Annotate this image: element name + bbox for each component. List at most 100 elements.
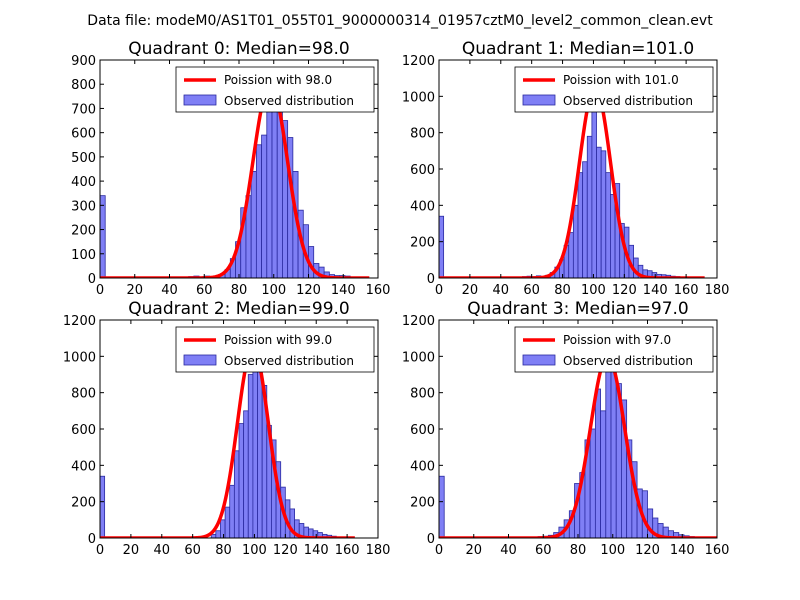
- y-tick-label: 200: [410, 496, 435, 511]
- histogram-bar: [247, 374, 254, 538]
- y-tick-label: 1000: [63, 350, 96, 365]
- x-axis-ticks: 0 20 40 60 80 100 120 140 160 180: [435, 60, 730, 298]
- x-tick-label: 0: [96, 543, 104, 558]
- y-tick-label: 0: [88, 272, 96, 287]
- histogram-bar: [250, 171, 257, 278]
- legend-bar-swatch: [183, 94, 217, 106]
- panel-title: Quadrant 2: Median=99.0: [128, 299, 350, 319]
- histogram-bar: [439, 475, 445, 538]
- x-tick-label: 120: [296, 283, 321, 298]
- x-tick-label: 180: [705, 283, 730, 298]
- y-axis-ticks: 0 200 400 600 800 1000 1200: [63, 314, 378, 547]
- y-axis-ticks: 0 200 400 600 800 1000 1200: [402, 54, 717, 287]
- y-tick-label: 100: [71, 248, 96, 263]
- y-tick-label: 600: [410, 163, 435, 178]
- legend-label-poisson: Poission with 98.0: [224, 73, 332, 87]
- x-tick-label: 60: [196, 283, 213, 298]
- x-tick-label: 20: [462, 283, 479, 298]
- histogram-bar: [224, 506, 231, 538]
- histogram-bar: [610, 194, 616, 278]
- x-tick-label: 100: [600, 543, 625, 558]
- legend-label-observed: Observed distribution: [224, 354, 354, 368]
- figure-title: Data file: modeM0/AS1T01_055T01_90000003…: [87, 13, 713, 29]
- histogram-bar: [586, 135, 593, 278]
- x-tick-label: 100: [261, 283, 286, 298]
- x-tick-label: 20: [123, 543, 140, 558]
- histogram-bar: [600, 410, 607, 538]
- histogram-bar: [238, 423, 245, 538]
- histogram-bar: [100, 475, 106, 538]
- histogram-bar: [243, 410, 249, 538]
- histogram-bar: [215, 530, 221, 538]
- y-tick-label: 500: [71, 151, 96, 166]
- y-tick-label: 1200: [402, 314, 435, 329]
- legend-bar-swatch: [183, 354, 217, 366]
- y-tick-label: 200: [410, 236, 435, 251]
- x-tick-label: 0: [435, 543, 443, 558]
- panel-title: Quadrant 1: Median=101.0: [462, 39, 694, 59]
- y-tick-label: 0: [427, 532, 435, 547]
- histogram-bar: [257, 363, 263, 538]
- poisson-curve: [100, 82, 371, 278]
- histogram-bar: [210, 533, 217, 538]
- histogram-bar: [589, 428, 596, 538]
- histogram-bar: [591, 86, 597, 278]
- histogram-bar: [610, 355, 617, 538]
- y-tick-label: 800: [410, 387, 435, 402]
- legend-label-observed: Observed distribution: [563, 94, 693, 108]
- legend-bar-swatch: [522, 354, 556, 366]
- x-tick-label: 0: [435, 283, 443, 298]
- histogram-bar: [568, 232, 574, 278]
- y-tick-label: 1200: [63, 314, 96, 329]
- x-tick-label: 20: [465, 543, 482, 558]
- y-tick-label: 600: [71, 423, 96, 438]
- y-tick-label: 1000: [402, 90, 435, 105]
- x-tick-label: 80: [554, 283, 571, 298]
- y-tick-label: 400: [410, 199, 435, 214]
- subplots: Quadrant 0: Median=98.0 0 20 40 60 80 100 120 14…: [63, 39, 730, 558]
- x-tick-label: 120: [635, 543, 660, 558]
- histogram-bar: [261, 134, 268, 278]
- x-tick-label: 180: [366, 543, 391, 558]
- histogram-bar: [100, 195, 106, 278]
- x-tick-label: 140: [643, 283, 668, 298]
- y-tick-label: 800: [410, 127, 435, 142]
- histogram-bar: [271, 86, 278, 278]
- y-tick-label: 200: [71, 496, 96, 511]
- x-axis-ticks: 0 20 40 60 80 100 120 140 160 180: [96, 320, 391, 558]
- x-tick-label: 140: [670, 543, 695, 558]
- histogram-bar: [439, 215, 445, 278]
- x-tick-label: 160: [705, 543, 730, 558]
- legend: Poission with 101.0 Observed distribution: [514, 66, 714, 113]
- y-tick-label: 600: [71, 127, 96, 142]
- x-tick-label: 20: [126, 283, 143, 298]
- histogram-bars: [100, 346, 351, 538]
- x-tick-label: 80: [215, 543, 232, 558]
- legend-label-poisson: Poission with 99.0: [224, 333, 332, 347]
- x-tick-label: 140: [304, 543, 329, 558]
- panel-title: Quadrant 3: Median=97.0: [467, 299, 689, 319]
- legend-label-observed: Observed distribution: [224, 94, 354, 108]
- histogram-bar: [594, 388, 601, 538]
- legend-label-poisson: Poission with 97.0: [563, 333, 671, 347]
- legend-label-poisson: Poission with 101.0: [563, 73, 679, 87]
- histogram-bar: [266, 103, 273, 278]
- panel-quadrant-0: Quadrant 0: Median=98.0 0 20 40 60 80 100 120 14…: [71, 39, 390, 298]
- y-tick-label: 0: [427, 272, 435, 287]
- y-tick-label: 800: [71, 78, 96, 93]
- panel-quadrant-3: Quadrant 3: Median=97.0 0 20 40 60 80 100 120 14…: [402, 299, 730, 558]
- x-tick-label: 160: [674, 283, 699, 298]
- y-tick-label: 200: [71, 224, 96, 239]
- histogram-bar: [572, 204, 579, 278]
- y-tick-label: 400: [71, 175, 96, 190]
- x-tick-label: 140: [331, 283, 356, 298]
- legend: Poission with 97.0 Observed distribution: [514, 326, 714, 373]
- panel-quadrant-1: Quadrant 1: Median=101.0 0 20 40 60 80 100 120 1…: [402, 39, 730, 298]
- y-tick-label: 300: [71, 199, 96, 214]
- y-tick-label: 0: [88, 532, 96, 547]
- x-tick-label: 100: [581, 283, 606, 298]
- histogram-bars: [439, 355, 716, 538]
- x-tick-label: 60: [535, 543, 552, 558]
- histogram-bar: [605, 172, 611, 278]
